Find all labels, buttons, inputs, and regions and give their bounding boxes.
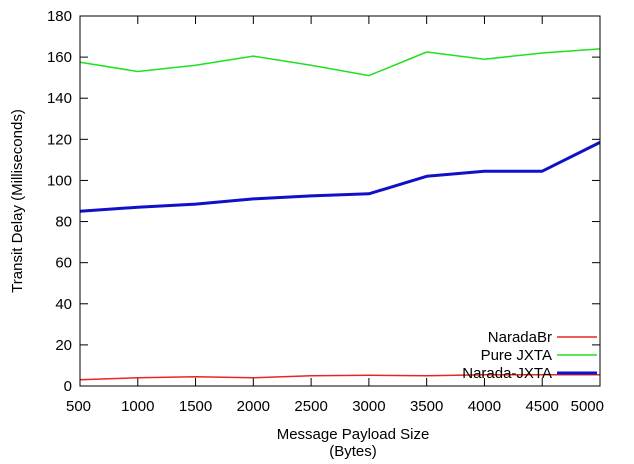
x-tick-label: 1500 [179, 398, 212, 415]
series-lines [79, 48, 601, 381]
x-tick-label: 2500 [294, 398, 327, 415]
legend-label: Narada-JXTA [462, 365, 552, 382]
y-tick-label: 160 [47, 49, 72, 66]
y-tick-label: 100 [47, 172, 72, 189]
y-axis-label: Transit Delay (Milliseconds) [9, 109, 26, 293]
y-tick-label: 40 [55, 296, 72, 313]
y-tick-label: 0 [64, 378, 72, 395]
x-tick-label: 3500 [410, 398, 443, 415]
series-line-naradabr [79, 373, 600, 381]
y-tick-labels: 0 20 40 60 80 100 120 140 160 180 [47, 8, 72, 395]
series-line-narada-jxta [79, 141, 601, 213]
y-tick-label: 120 [47, 131, 72, 148]
legend-label: Pure JXTA [481, 347, 552, 364]
x-tick-label: 500 [66, 398, 91, 415]
y-axis-ticks [80, 15, 600, 387]
x-axis-label: Message Payload Size [277, 426, 430, 443]
x-tick-label: 2000 [237, 398, 270, 415]
x-axis-label-unit: (Bytes) [329, 443, 377, 460]
x-tick-labels: 500 1000 1500 2000 2500 3000 3500 4000 4500 5000 [66, 398, 604, 415]
series-line-pure-jxta [79, 48, 601, 77]
y-tick-label: 80 [55, 214, 72, 231]
x-tick-label: 4500 [526, 398, 559, 415]
x-tick-label: 5000 [571, 398, 604, 415]
y-tick-label: 140 [47, 90, 72, 107]
y-tick-label: 180 [47, 8, 72, 25]
x-tick-label: 3000 [352, 398, 385, 415]
plot-frame [79, 15, 601, 387]
legend-label: NaradaBr [488, 329, 552, 346]
y-tick-label: 20 [55, 337, 72, 354]
y-tick-label: 60 [55, 255, 72, 272]
x-tick-label: 1000 [121, 398, 154, 415]
x-tick-label: 4000 [468, 398, 501, 415]
